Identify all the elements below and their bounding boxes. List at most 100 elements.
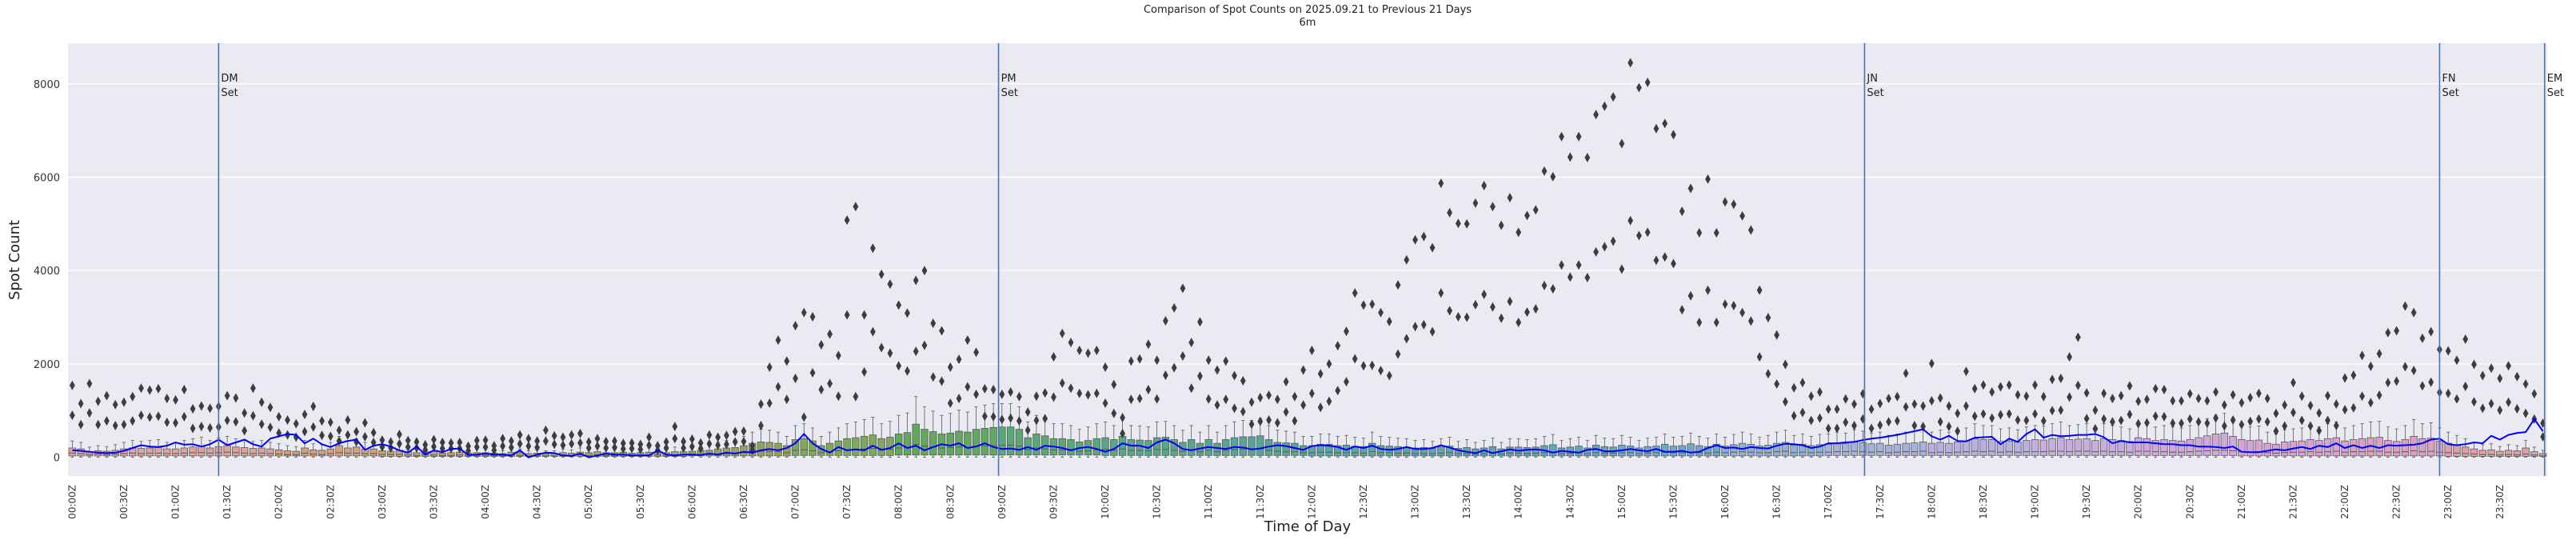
outlier-point <box>405 442 411 452</box>
outlier-point <box>448 438 454 448</box>
y-tick-label: 2000 <box>34 359 60 371</box>
box <box>1273 430 1282 458</box>
outlier-point <box>1998 382 2003 392</box>
box-iqr <box>1222 439 1230 456</box>
outlier-point <box>1180 351 1186 362</box>
outlier-point <box>1214 365 1220 375</box>
box <box>1764 434 1772 458</box>
box-iqr <box>2031 439 2039 456</box>
outlier-point <box>603 442 609 453</box>
outlier-point <box>1205 394 1212 404</box>
today-line <box>72 418 2544 458</box>
plot-area <box>68 43 2547 476</box>
box <box>232 438 240 458</box>
outlier-point <box>715 440 721 450</box>
outlier-point <box>361 431 368 442</box>
box <box>791 425 800 458</box>
outlier-point <box>1998 410 2003 420</box>
box-iqr <box>301 447 309 457</box>
box-iqr <box>1333 445 1342 457</box>
outlier-point <box>2445 346 2451 356</box>
outlier-point <box>242 426 248 436</box>
outlier-point <box>1369 360 1376 370</box>
outlier-point <box>1205 355 1212 366</box>
box-iqr <box>825 442 834 456</box>
outlier-point <box>1120 413 1125 423</box>
outlier-point <box>2479 403 2486 414</box>
outlier-point <box>1559 260 1564 270</box>
box-iqr <box>740 445 748 457</box>
outlier-point <box>1024 425 1031 435</box>
outlier-point <box>146 412 153 422</box>
marker-label: FN <box>2442 73 2455 85</box>
outlier-point <box>1782 397 1788 407</box>
outlier-point <box>1386 316 1392 326</box>
box-iqr <box>2401 439 2410 457</box>
box <box>860 418 869 458</box>
outlier-point <box>965 382 971 392</box>
outlier-point <box>835 391 841 402</box>
outlier-point <box>1274 394 1280 405</box>
outlier-point <box>2187 389 2193 399</box>
outlier-point <box>1016 416 1022 426</box>
outlier-point <box>2152 411 2159 422</box>
outlier-point <box>302 426 308 437</box>
x-tick-label: 11:30Z <box>1255 485 1266 519</box>
outlier-point <box>1171 362 1177 373</box>
outlier-point <box>1223 356 1229 366</box>
outlier-point <box>612 442 617 453</box>
outlier-point <box>853 391 859 402</box>
outlier-point <box>482 442 489 452</box>
box-iqr <box>1893 443 1902 456</box>
outlier-point <box>2040 391 2047 402</box>
outlier-point <box>1825 423 1831 434</box>
outlier-point <box>534 442 541 453</box>
outlier-point <box>1928 358 1935 369</box>
outlier-point <box>439 437 445 447</box>
event-markers: DM Set PM Set JN Set FN Set EM Set <box>218 43 2564 476</box>
outlier-point <box>1447 207 1453 218</box>
box-iqr <box>1842 443 1850 456</box>
outlier-point <box>1412 234 1418 245</box>
outlier-point <box>233 417 239 427</box>
outlier-point <box>1877 398 1883 409</box>
box-iqr <box>516 452 524 457</box>
outlier-point <box>990 385 996 395</box>
outlier-point <box>1920 422 1927 432</box>
outlier-point <box>965 335 971 346</box>
outlier-point <box>715 432 721 442</box>
outlier-point <box>198 401 205 411</box>
outlier-point <box>1335 341 1341 351</box>
outlier-point <box>1567 152 1573 162</box>
box-iqr <box>146 447 154 457</box>
outlier-point <box>973 347 979 358</box>
outlier-point <box>302 409 308 419</box>
outlier-point <box>672 422 678 432</box>
outlier-point <box>1344 377 1349 387</box>
outlier-point <box>672 434 678 444</box>
outlier-point <box>482 435 489 446</box>
box <box>2418 423 2426 458</box>
outlier-point <box>1266 390 1272 401</box>
box <box>198 437 206 458</box>
box-iqr <box>1067 439 1075 456</box>
outlier-point <box>2264 394 2270 404</box>
outlier-point <box>2101 414 2107 424</box>
x-tick-label: 07:30Z <box>841 485 853 519</box>
box <box>1799 434 1807 458</box>
box-iqr <box>1936 442 1944 456</box>
outlier-point <box>827 378 833 389</box>
outlier-point <box>1576 131 1582 142</box>
outlier-point <box>2497 405 2503 415</box>
outlier-point <box>681 436 687 446</box>
box <box>1902 431 1910 458</box>
outlier-point <box>1068 383 1074 394</box>
outlier-point <box>190 423 196 434</box>
outlier-point <box>1378 366 1384 376</box>
box <box>1712 434 1720 458</box>
box <box>2065 425 2074 458</box>
box <box>240 439 249 458</box>
outlier-point <box>327 417 333 427</box>
outlier-point <box>1644 227 1651 238</box>
box-iqr <box>1015 429 1024 456</box>
